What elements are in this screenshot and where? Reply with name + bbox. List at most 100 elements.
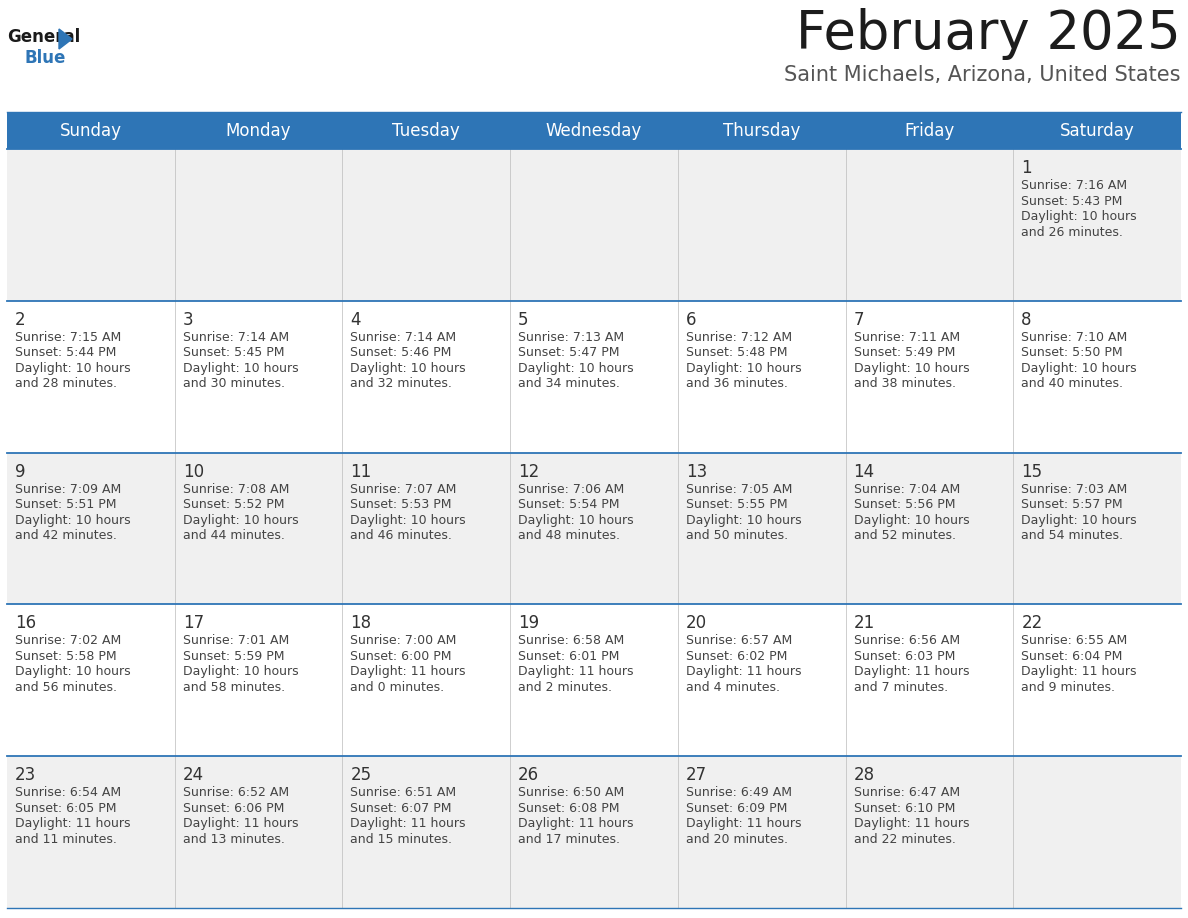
Text: Daylight: 11 hours: Daylight: 11 hours: [1022, 666, 1137, 678]
Bar: [7, 112, 175, 149]
Text: and 38 minutes.: and 38 minutes.: [853, 377, 955, 390]
Text: 8: 8: [1022, 311, 1032, 329]
Text: Sunrise: 7:12 AM: Sunrise: 7:12 AM: [685, 330, 792, 344]
Text: and 30 minutes.: and 30 minutes.: [183, 377, 285, 390]
Text: Daylight: 10 hours: Daylight: 10 hours: [518, 513, 633, 527]
Text: Sunrise: 7:15 AM: Sunrise: 7:15 AM: [15, 330, 121, 344]
Text: and 2 minutes.: and 2 minutes.: [518, 681, 612, 694]
Text: Daylight: 10 hours: Daylight: 10 hours: [853, 362, 969, 375]
Text: 9: 9: [15, 463, 25, 481]
Text: 23: 23: [15, 767, 37, 784]
Text: Friday: Friday: [904, 121, 954, 140]
Text: Wednesday: Wednesday: [545, 121, 643, 140]
Text: 25: 25: [350, 767, 372, 784]
Text: Daylight: 11 hours: Daylight: 11 hours: [350, 666, 466, 678]
Text: Sunrise: 6:58 AM: Sunrise: 6:58 AM: [518, 634, 625, 647]
Text: Sunrise: 7:01 AM: Sunrise: 7:01 AM: [183, 634, 289, 647]
Text: Sunset: 6:05 PM: Sunset: 6:05 PM: [15, 801, 116, 814]
Text: and 20 minutes.: and 20 minutes.: [685, 833, 788, 845]
Text: Sunrise: 7:08 AM: Sunrise: 7:08 AM: [183, 483, 289, 496]
Text: and 28 minutes.: and 28 minutes.: [15, 377, 116, 390]
Text: Sunrise: 6:50 AM: Sunrise: 6:50 AM: [518, 786, 625, 800]
Bar: [342, 112, 510, 149]
Text: Sunset: 5:52 PM: Sunset: 5:52 PM: [183, 498, 284, 511]
Text: Daylight: 10 hours: Daylight: 10 hours: [183, 362, 298, 375]
Text: Daylight: 11 hours: Daylight: 11 hours: [685, 817, 802, 830]
Text: 1: 1: [1022, 159, 1032, 177]
Text: 13: 13: [685, 463, 707, 481]
Text: Sunset: 5:54 PM: Sunset: 5:54 PM: [518, 498, 620, 511]
Text: and 7 minutes.: and 7 minutes.: [853, 681, 948, 694]
Text: and 17 minutes.: and 17 minutes.: [518, 833, 620, 845]
Text: 2: 2: [15, 311, 26, 329]
Text: Sunset: 6:06 PM: Sunset: 6:06 PM: [183, 801, 284, 814]
Text: 14: 14: [853, 463, 874, 481]
Text: Sunrise: 6:54 AM: Sunrise: 6:54 AM: [15, 786, 121, 800]
Text: Saint Michaels, Arizona, United States: Saint Michaels, Arizona, United States: [784, 65, 1181, 85]
Text: and 34 minutes.: and 34 minutes.: [518, 377, 620, 390]
Text: Sunset: 6:02 PM: Sunset: 6:02 PM: [685, 650, 788, 663]
Bar: [7, 756, 1181, 908]
Text: and 4 minutes.: and 4 minutes.: [685, 681, 779, 694]
Text: Daylight: 10 hours: Daylight: 10 hours: [15, 666, 131, 678]
Text: Daylight: 10 hours: Daylight: 10 hours: [518, 362, 633, 375]
Text: Daylight: 10 hours: Daylight: 10 hours: [1022, 362, 1137, 375]
Text: 22: 22: [1022, 614, 1043, 633]
Text: Daylight: 10 hours: Daylight: 10 hours: [15, 513, 131, 527]
Text: Daylight: 10 hours: Daylight: 10 hours: [183, 666, 298, 678]
Text: 19: 19: [518, 614, 539, 633]
Text: 11: 11: [350, 463, 372, 481]
Text: Sunrise: 6:47 AM: Sunrise: 6:47 AM: [853, 786, 960, 800]
Bar: [7, 149, 1181, 301]
Text: Daylight: 10 hours: Daylight: 10 hours: [853, 513, 969, 527]
Text: Sunset: 5:51 PM: Sunset: 5:51 PM: [15, 498, 116, 511]
Text: Sunrise: 6:52 AM: Sunrise: 6:52 AM: [183, 786, 289, 800]
Text: Sunrise: 7:06 AM: Sunrise: 7:06 AM: [518, 483, 625, 496]
Text: Sunset: 6:08 PM: Sunset: 6:08 PM: [518, 801, 620, 814]
Text: Sunrise: 6:57 AM: Sunrise: 6:57 AM: [685, 634, 792, 647]
Text: February 2025: February 2025: [796, 8, 1181, 60]
Text: 15: 15: [1022, 463, 1042, 481]
Text: Sunrise: 7:09 AM: Sunrise: 7:09 AM: [15, 483, 121, 496]
Text: 3: 3: [183, 311, 194, 329]
Bar: [175, 112, 342, 149]
Text: Sunrise: 7:14 AM: Sunrise: 7:14 AM: [350, 330, 456, 344]
Text: Daylight: 11 hours: Daylight: 11 hours: [15, 817, 131, 830]
Text: and 44 minutes.: and 44 minutes.: [183, 529, 285, 543]
Text: Sunrise: 7:03 AM: Sunrise: 7:03 AM: [1022, 483, 1127, 496]
Text: 7: 7: [853, 311, 864, 329]
Text: Sunrise: 7:02 AM: Sunrise: 7:02 AM: [15, 634, 121, 647]
Text: Sunset: 5:55 PM: Sunset: 5:55 PM: [685, 498, 788, 511]
Text: Sunrise: 7:11 AM: Sunrise: 7:11 AM: [853, 330, 960, 344]
Text: Daylight: 10 hours: Daylight: 10 hours: [1022, 210, 1137, 223]
Bar: [678, 112, 846, 149]
Text: 5: 5: [518, 311, 529, 329]
Text: Sunrise: 7:07 AM: Sunrise: 7:07 AM: [350, 483, 457, 496]
Text: 21: 21: [853, 614, 874, 633]
Text: 20: 20: [685, 614, 707, 633]
Text: Daylight: 10 hours: Daylight: 10 hours: [350, 513, 466, 527]
Text: Daylight: 11 hours: Daylight: 11 hours: [183, 817, 298, 830]
Text: Sunrise: 7:04 AM: Sunrise: 7:04 AM: [853, 483, 960, 496]
Text: and 40 minutes.: and 40 minutes.: [1022, 377, 1124, 390]
Text: Sunset: 5:43 PM: Sunset: 5:43 PM: [1022, 195, 1123, 207]
Text: Sunset: 5:44 PM: Sunset: 5:44 PM: [15, 346, 116, 359]
Text: 28: 28: [853, 767, 874, 784]
Text: Sunset: 5:46 PM: Sunset: 5:46 PM: [350, 346, 451, 359]
Text: and 13 minutes.: and 13 minutes.: [183, 833, 285, 845]
Text: Sunrise: 7:00 AM: Sunrise: 7:00 AM: [350, 634, 457, 647]
Text: Saturday: Saturday: [1060, 121, 1135, 140]
Text: and 9 minutes.: and 9 minutes.: [1022, 681, 1116, 694]
Text: Daylight: 10 hours: Daylight: 10 hours: [1022, 513, 1137, 527]
Text: Tuesday: Tuesday: [392, 121, 460, 140]
Text: Daylight: 11 hours: Daylight: 11 hours: [685, 666, 802, 678]
Bar: [7, 604, 1181, 756]
Text: Sunrise: 6:49 AM: Sunrise: 6:49 AM: [685, 786, 792, 800]
Bar: [510, 112, 678, 149]
Bar: [7, 301, 1181, 453]
Text: Blue: Blue: [25, 49, 67, 67]
Text: 4: 4: [350, 311, 361, 329]
Text: 16: 16: [15, 614, 36, 633]
Text: and 36 minutes.: and 36 minutes.: [685, 377, 788, 390]
Text: Sunset: 6:10 PM: Sunset: 6:10 PM: [853, 801, 955, 814]
